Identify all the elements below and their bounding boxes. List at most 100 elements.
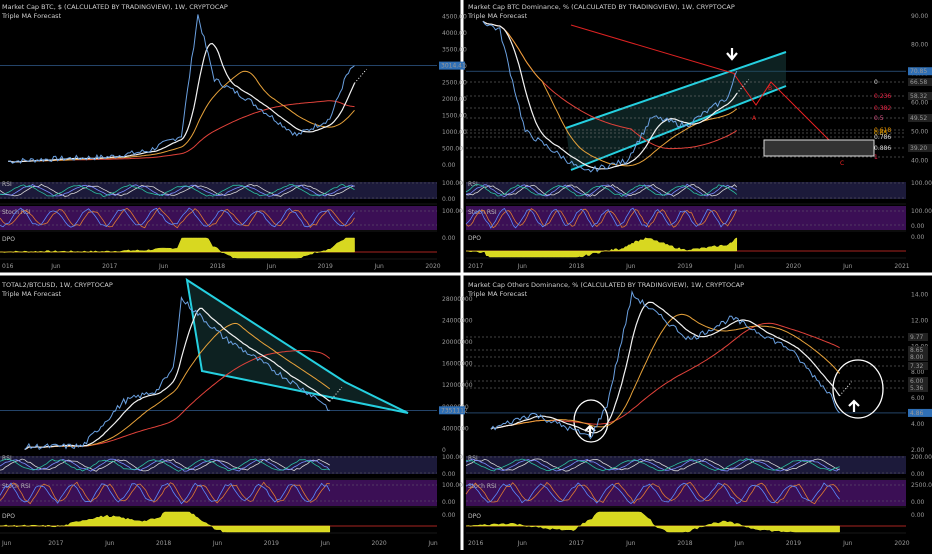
sub-y-tick: 200.00 (911, 454, 932, 461)
x-tick-label: Jun (50, 263, 61, 270)
stoch-band (0, 206, 437, 230)
fib-value-tag (908, 92, 932, 100)
price-series-line (482, 21, 738, 173)
red-trend (570, 24, 737, 75)
y-tick-label: 20000000 (442, 339, 473, 346)
y-tick-label: 0.00 (442, 162, 456, 169)
x-tick-label: Jun (1, 540, 12, 547)
y-tick-label: 12.00 (911, 317, 928, 324)
y-tick-label: 40.00 (911, 158, 928, 165)
down-arrow-icon (726, 48, 738, 61)
up-arrow-icon (848, 399, 860, 412)
x-tick-label: 2018 (569, 263, 584, 270)
target-box (763, 139, 875, 157)
ma-forecast (736, 79, 750, 94)
x-tick-label: Jun (517, 263, 528, 270)
sub-y-tick: 0.00 (442, 196, 456, 203)
sub-pane-label: DPO (2, 236, 15, 243)
sub-y-tick: 100.00 (442, 208, 463, 215)
sub-pane-label: Stoch RSI (2, 483, 31, 490)
sub-pane-label: RSI (2, 181, 12, 188)
ma-fast-line (482, 20, 738, 170)
price-tag (439, 61, 465, 70)
y-tick-label: 14.00 (911, 291, 928, 298)
fib-value-label: 49.52 (910, 115, 927, 122)
fib-value-tag (908, 144, 932, 152)
sub-y-tick: 0.00 (911, 512, 925, 519)
sub-y-tick: 0.00 (442, 471, 456, 478)
ma-mid-line (482, 20, 738, 167)
indicator-label: Triple MA Forecast (1, 290, 62, 298)
y-tick-label: 24000000 (442, 317, 473, 324)
y-tick-label: 1500.00 (442, 113, 467, 120)
wave-label-c: C (840, 160, 844, 167)
sub-pane-label: DPO (468, 513, 481, 520)
level-tag (908, 333, 928, 341)
x-tick-label: 2019 (318, 263, 333, 270)
sub-y-tick: 100.00 (442, 454, 463, 461)
rsi-band (466, 456, 906, 474)
sub-y-tick: 0.00 (442, 512, 456, 519)
oscillator-line (465, 481, 840, 505)
x-tick-label: Jun (266, 263, 277, 270)
x-tick-label: Jun (212, 540, 223, 547)
sub-y-tick: 100.00 (911, 208, 932, 215)
rsi-band (0, 456, 437, 474)
x-tick-label: Jun (842, 540, 853, 547)
x-tick-label: Jun (734, 263, 745, 270)
level-tag (908, 346, 928, 354)
oscillator-line (0, 183, 355, 198)
level-tag (908, 384, 928, 392)
y-tick-label: 60.00 (911, 100, 928, 107)
oscillator-line (0, 207, 355, 228)
panel-tr: 90.0080.0070.0060.0050.0040.00066.580.23… (465, 3, 932, 270)
oscillator-line (0, 183, 355, 197)
ma-mid-line (8, 70, 355, 163)
fib-ratio-label: 0.382 (874, 105, 891, 112)
sub-pane-label: Stoch RSI (468, 483, 497, 490)
ma-forecast (354, 68, 367, 84)
x-tick-label: 016 (2, 263, 14, 270)
sub-y-tick: 2500.00 (911, 482, 932, 489)
x-tick-label: 2020 (371, 540, 386, 547)
level-tag (908, 353, 928, 361)
price-series-line (490, 289, 840, 440)
x-tick-label: Jun (517, 540, 528, 547)
sub-pane-label: Stoch RSI (2, 209, 31, 216)
price-tag-label: 7351112 (441, 407, 468, 414)
highlight-circle (832, 359, 884, 419)
y-tick-label: 2.00 (911, 447, 925, 454)
fib-ratio-label: 0.886 (874, 145, 891, 152)
level-label: 5.36 (910, 385, 924, 392)
y-tick-label: 4000000 (442, 425, 469, 432)
x-tick-label: 2017 (102, 263, 117, 270)
sub-pane-label: Stoch RSI (468, 209, 497, 216)
x-tick-label: 2018 (677, 540, 692, 547)
x-tick-label: Jun (320, 540, 331, 547)
indicator-label: Triple MA Forecast (1, 12, 62, 20)
ma-forecast (329, 386, 343, 402)
ma-fast-line (490, 301, 841, 434)
sub-y-tick: 0.00 (911, 499, 925, 506)
oscillator-line (465, 482, 840, 505)
oscillator-line (465, 183, 738, 197)
x-tick-label: Jun (373, 263, 384, 270)
dpo-area (0, 237, 355, 259)
fib-ratio-label: 0.5 (874, 115, 884, 122)
sub-y-tick: 100.00 (442, 482, 463, 489)
price-tag (908, 408, 932, 417)
sub-y-tick: 100.00 (442, 180, 463, 187)
price-tag-label: 4.86 (910, 410, 924, 417)
channel-upper (565, 51, 787, 129)
level-label: 7.32 (910, 363, 924, 370)
chart-title: Market Cap BTC, $ (CALCULATED BY TRADING… (2, 3, 228, 11)
oscillator-line (465, 458, 840, 472)
x-tick-label: Jun (625, 540, 636, 547)
x-tick-label: 2016 (468, 540, 483, 547)
dpo-area (466, 237, 738, 258)
x-tick-label: 2019 (677, 263, 692, 270)
fib-value-label: 66.58 (910, 79, 927, 86)
dpo-area (465, 511, 840, 533)
